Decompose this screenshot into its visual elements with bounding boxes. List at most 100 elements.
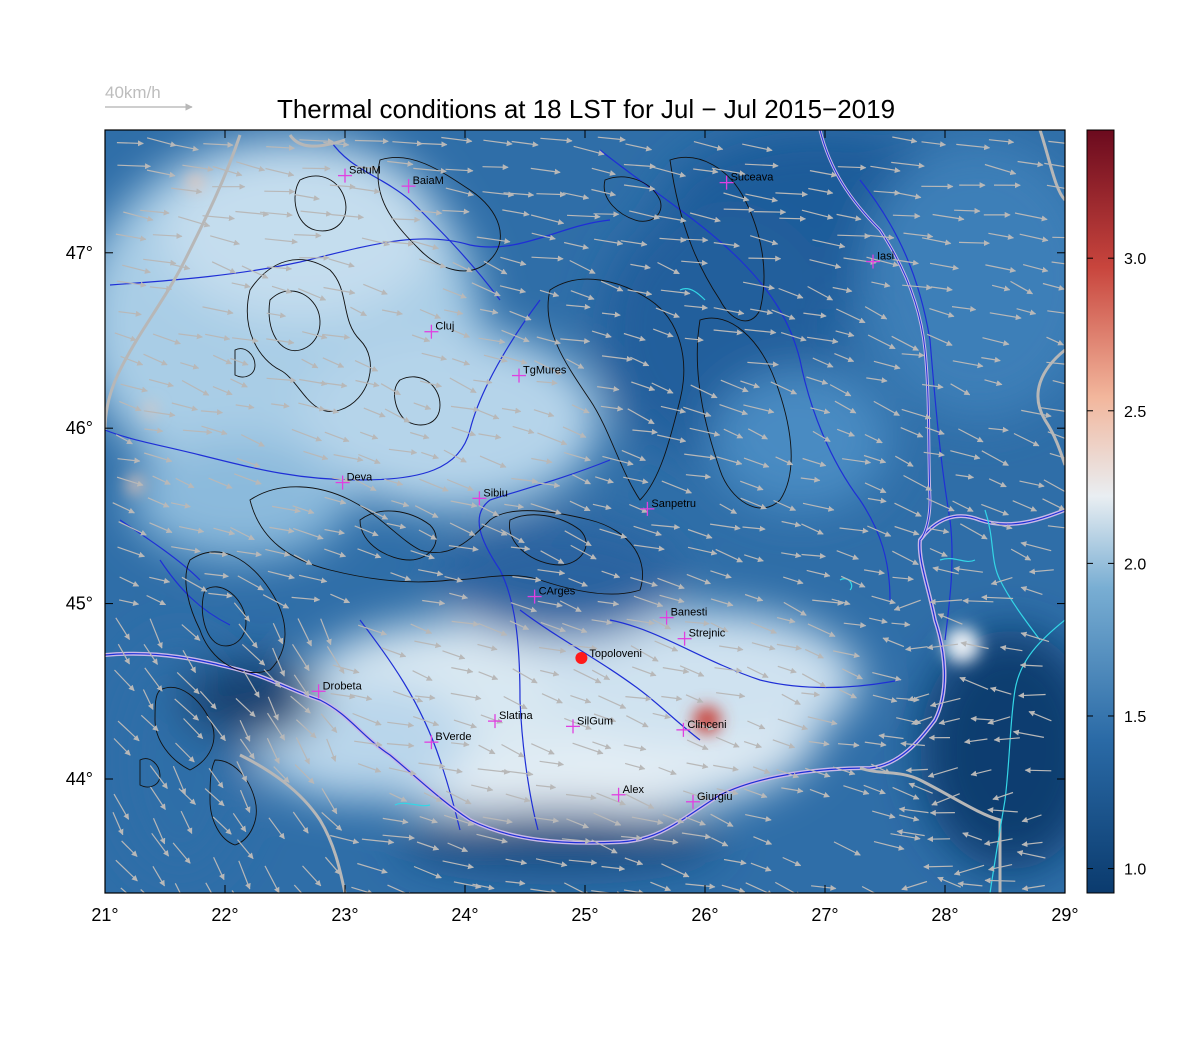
wind-vector <box>143 410 176 418</box>
wind-vector <box>566 213 601 220</box>
wind-vector <box>1052 380 1065 387</box>
wind-vector <box>1028 568 1054 575</box>
wind-vector <box>268 817 285 840</box>
wind-vector <box>660 289 691 296</box>
wind-vector <box>570 290 595 301</box>
wind-vector <box>502 209 530 217</box>
wind-vector <box>443 449 467 463</box>
wind-vector <box>867 334 896 350</box>
wind-vector <box>807 623 836 637</box>
wind-vector <box>723 428 744 439</box>
wind-vector <box>870 165 901 174</box>
colorbar-tick-label: 1.5 <box>1124 709 1146 726</box>
wind-vector <box>903 232 934 240</box>
wind-vector <box>173 144 199 152</box>
wind-vector <box>358 624 388 636</box>
station-marker: Giurgiu <box>686 791 732 809</box>
wind-vector <box>320 381 348 389</box>
wind-vector <box>955 473 975 480</box>
wind-vector <box>295 737 310 765</box>
wind-vector <box>953 566 983 573</box>
wind-vector <box>715 548 743 563</box>
wind-vector <box>621 834 643 841</box>
wind-vector <box>775 191 808 198</box>
wind-vector <box>142 689 154 710</box>
wind-vector <box>448 545 479 552</box>
wind-vector <box>230 378 248 388</box>
wind-vector <box>503 695 528 710</box>
wind-vector <box>423 792 443 802</box>
wind-vector <box>447 842 469 853</box>
wind-vector <box>266 338 295 346</box>
wind-vector <box>481 523 508 536</box>
wind-vector <box>807 336 839 345</box>
wind-vector <box>450 500 478 509</box>
wind-vector <box>988 426 1009 433</box>
wind-vector <box>841 668 863 680</box>
wind-vector <box>593 211 620 218</box>
wind-vector <box>629 503 649 513</box>
wind-vector <box>1021 814 1042 823</box>
wind-vector <box>925 426 945 436</box>
wind-vector <box>964 738 988 745</box>
wind-vector <box>534 360 562 375</box>
wind-vector <box>266 377 297 384</box>
wind-vector <box>806 569 831 578</box>
wind-vector <box>236 457 261 468</box>
wind-vector <box>531 743 555 755</box>
wind-vector <box>684 304 708 311</box>
wind-vector <box>837 741 860 748</box>
wind-vector <box>962 832 983 841</box>
wind-vector <box>320 618 332 646</box>
wind-vector <box>983 838 1013 846</box>
wind-vector <box>380 383 401 396</box>
wind-vector <box>230 357 249 366</box>
wind-vector <box>152 865 166 887</box>
wind-vector <box>293 527 324 540</box>
wind-vector <box>683 406 712 418</box>
wind-vector <box>836 308 866 324</box>
wind-vector <box>414 505 439 518</box>
wind-vector <box>560 338 591 345</box>
wind-vector <box>500 256 527 266</box>
wind-vector <box>291 428 322 442</box>
wind-vector <box>571 404 590 414</box>
wind-vector <box>625 793 655 809</box>
wind-vector <box>866 377 888 384</box>
wind-vector <box>475 408 500 420</box>
wind-vector <box>981 356 1001 363</box>
wind-vector <box>292 505 315 515</box>
wind-vector <box>563 241 589 250</box>
wind-vector <box>631 381 656 392</box>
wind-vector <box>410 623 433 634</box>
wind-vector <box>630 645 659 662</box>
wind-vector <box>170 502 191 509</box>
wind-vector <box>208 592 233 599</box>
wind-vector <box>181 624 201 641</box>
wind-vector <box>209 551 229 558</box>
wind-vector <box>573 668 602 684</box>
wind-vector <box>324 528 345 536</box>
wind-vector <box>116 280 147 288</box>
wind-vector <box>626 618 655 626</box>
wind-vector <box>1021 841 1043 848</box>
wind-vector <box>1020 586 1043 595</box>
wind-vector <box>801 209 834 220</box>
x-tick-label: 28° <box>931 905 958 925</box>
station-marker: Alex <box>611 784 644 802</box>
wind-vector <box>801 553 826 560</box>
station-marker: Drobeta <box>311 680 363 699</box>
station-marker: Sanpetru <box>640 498 696 516</box>
wind-vector <box>386 522 407 530</box>
wind-vector <box>1046 336 1064 346</box>
wind-vector <box>321 811 343 831</box>
wind-vector <box>569 500 591 512</box>
wind-vector <box>689 212 721 223</box>
wind-vector <box>117 457 141 464</box>
wind-vector <box>441 767 463 774</box>
wind-vector <box>531 255 564 262</box>
wind-vector <box>505 793 531 803</box>
wind-vector <box>562 622 588 634</box>
wind-vector <box>303 450 329 461</box>
